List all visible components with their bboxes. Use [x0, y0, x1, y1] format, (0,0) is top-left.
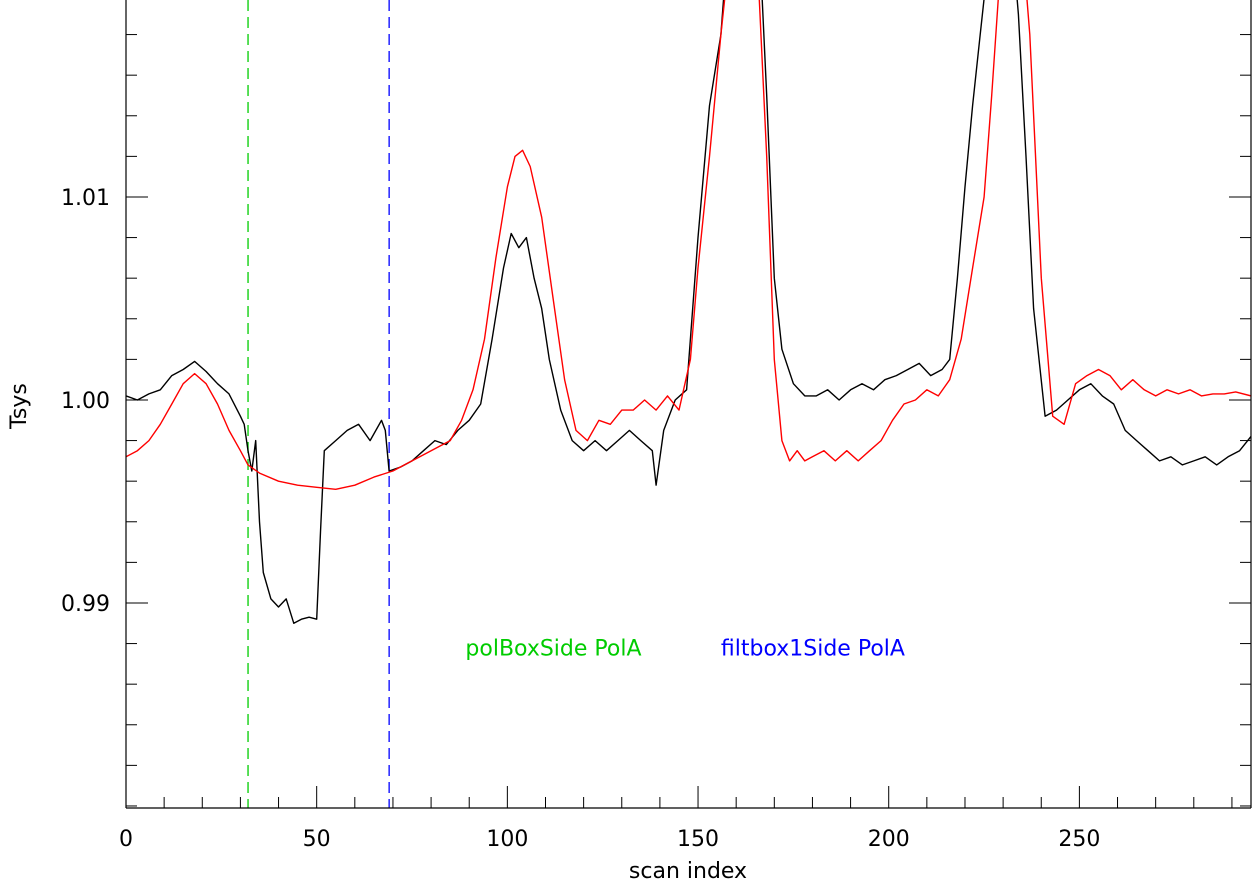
- annotations: polBoxSide PolA filtbox1Side PolA: [465, 637, 905, 662]
- x-tick-label: 150: [677, 827, 719, 852]
- y-tick-label: 0.99: [61, 592, 110, 617]
- x-tick-label: 100: [486, 827, 528, 852]
- series-line-1: [126, 0, 1251, 490]
- series-lines: [126, 0, 1251, 624]
- marker-label-0: polBoxSide PolA: [465, 637, 641, 662]
- y-axis-label: Tsys: [7, 383, 32, 430]
- x-tick-label: 250: [1058, 827, 1100, 852]
- axes: 0 50 100 150 200 250 0.99 1.00 1.01: [61, 0, 1252, 852]
- series-line-0: [126, 0, 1251, 624]
- y-tick-label: 1.00: [61, 389, 110, 414]
- x-tick-label: 50: [303, 827, 331, 852]
- x-tick-label: 0: [119, 827, 133, 852]
- x-axis-label: scan index: [629, 859, 747, 884]
- x-tick-label: 200: [868, 827, 910, 852]
- y-tick-label: 1.01: [61, 186, 110, 211]
- marker-label-1: filtbox1Side PolA: [721, 637, 905, 662]
- vertical-markers: [247, 0, 390, 808]
